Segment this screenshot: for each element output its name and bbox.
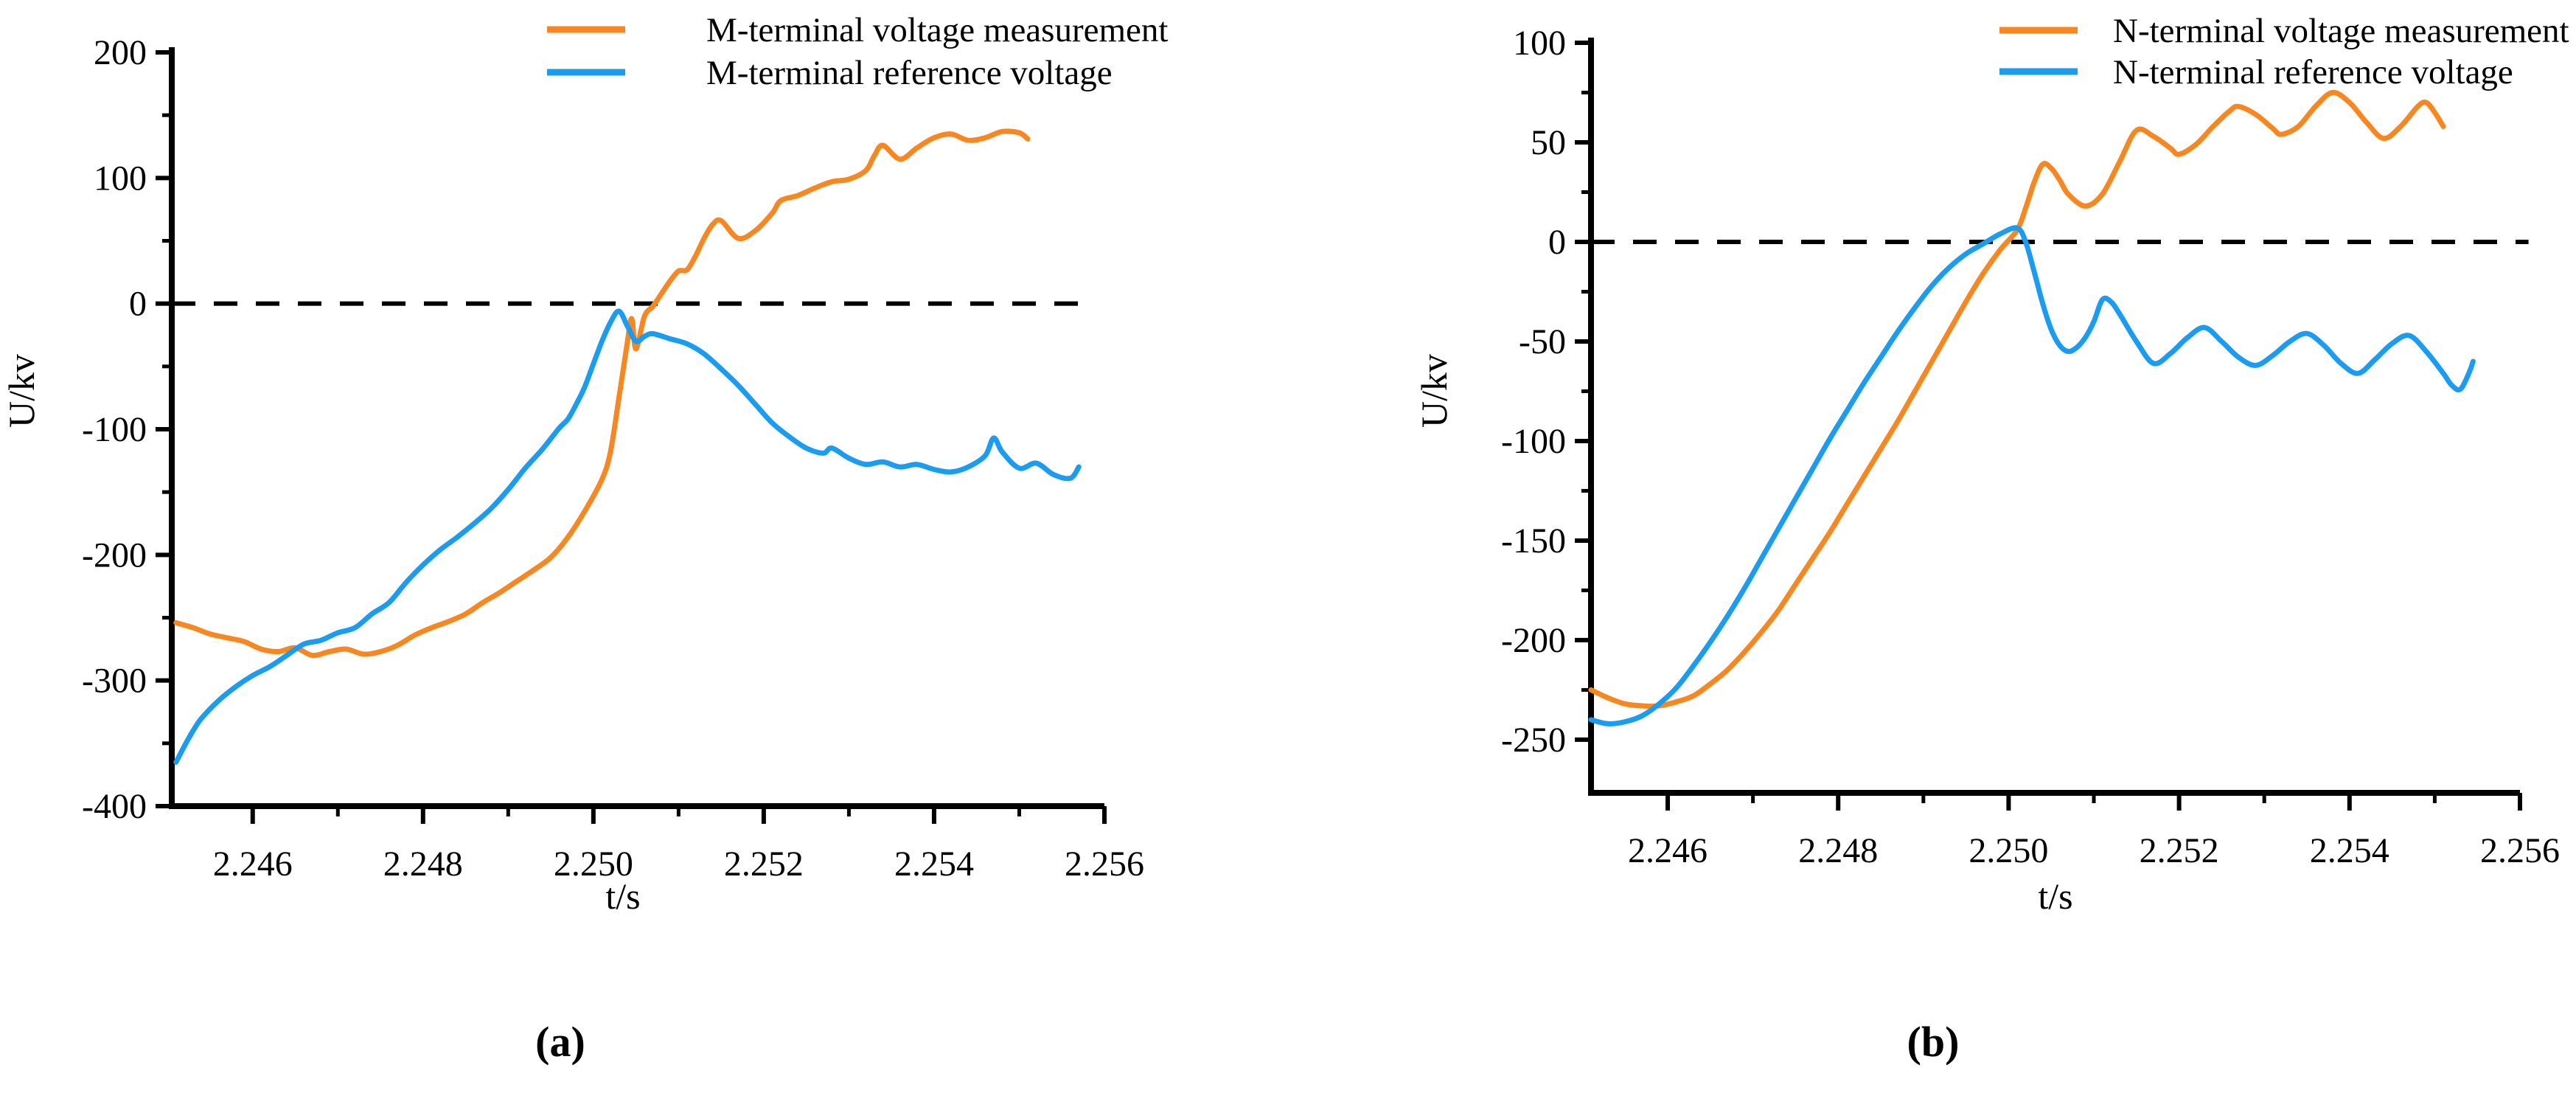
x-tick-label: 2.252 bbox=[2140, 831, 2219, 870]
y-tick-label: 50 bbox=[1531, 123, 1566, 162]
x-tick-label: 2.246 bbox=[1628, 831, 1708, 870]
chart-b-plot-area: 100 50 0 -50 -100 -150 -200 -250 2.246 2.248 2.250… bbox=[1501, 24, 2560, 870]
y-tick-label: -100 bbox=[1501, 422, 1566, 461]
y-tick-label: -200 bbox=[1501, 621, 1566, 660]
caption-b: (b) bbox=[1907, 1018, 1960, 1066]
y-tick-label: -50 bbox=[1519, 322, 1566, 361]
series-reference bbox=[173, 308, 1082, 765]
y-tick-label: -250 bbox=[1501, 721, 1566, 760]
chart-b: 100 50 0 -50 -100 -150 -200 -250 2.246 2.248 2.250… bbox=[1413, 12, 2569, 1066]
x-tick-label: 2.250 bbox=[1968, 831, 2048, 870]
x-tick-label: 2.246 bbox=[213, 844, 293, 884]
legend-label-reference: N-terminal reference voltage bbox=[2113, 53, 2513, 91]
x-tick-label: 2.254 bbox=[894, 844, 974, 884]
chart-a-plot-area: 200 100 0 -100 -200 -300 -400 2.246 2.248 2.250 2.… bbox=[82, 33, 1144, 884]
series-measurement bbox=[173, 128, 1031, 659]
y-tick-label: 100 bbox=[1513, 24, 1566, 63]
chart-a: 200 100 0 -100 -200 -300 -400 2.246 2.248 2.250 2.… bbox=[1, 11, 1168, 1066]
legend-label-reference: M-terminal reference voltage bbox=[706, 54, 1113, 92]
x-tick-label: 2.252 bbox=[724, 844, 804, 884]
y-tick-label: 0 bbox=[1548, 223, 1566, 262]
y-tick-label: 0 bbox=[129, 285, 147, 324]
y-tick-label: 100 bbox=[94, 159, 147, 198]
y-tick-label: 200 bbox=[94, 33, 147, 72]
x-axis-title: t/s bbox=[2038, 875, 2072, 917]
y-tick-label: -400 bbox=[82, 787, 147, 826]
x-tick-label: 2.254 bbox=[2310, 831, 2389, 870]
series-measurement bbox=[1588, 89, 2446, 710]
series-reference bbox=[1588, 225, 2476, 726]
y-axis-title: U/kv bbox=[1413, 354, 1455, 428]
x-tick-label: 2.248 bbox=[1798, 831, 1878, 870]
y-tick-label: -100 bbox=[82, 410, 147, 449]
y-tick-label: -200 bbox=[82, 535, 147, 575]
x-tick-label: 2.248 bbox=[383, 844, 463, 884]
legend-label-measurement: N-terminal voltage measurement bbox=[2113, 12, 2569, 50]
legend: M-terminal voltage measurement M-termina… bbox=[547, 11, 1168, 92]
x-tick-label: 2.250 bbox=[554, 844, 633, 884]
x-axis-title: t/s bbox=[605, 875, 640, 917]
x-tick-label: 2.256 bbox=[1065, 844, 1144, 884]
legend: N-terminal voltage measurement N-termina… bbox=[1999, 12, 2569, 91]
legend-label-measurement: M-terminal voltage measurement bbox=[706, 11, 1168, 49]
y-tick-label: -300 bbox=[82, 662, 147, 701]
y-axis-title: U/kv bbox=[1, 354, 42, 428]
caption-a: (a) bbox=[535, 1018, 585, 1066]
x-tick-label: 2.256 bbox=[2480, 831, 2560, 870]
y-tick-label: -150 bbox=[1501, 521, 1566, 561]
